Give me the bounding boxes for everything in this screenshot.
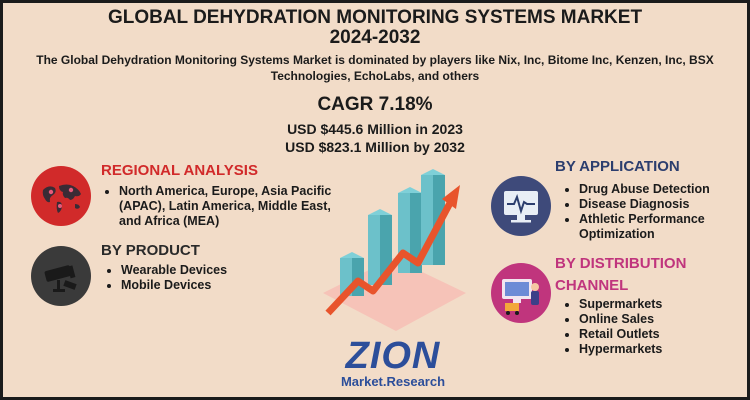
distribution-title-line-1: BY DISTRIBUTION — [555, 255, 687, 272]
logo-wordmark: ZION — [345, 335, 441, 377]
subtitle-line-2: Technologies, EchoLabs, and others — [270, 69, 480, 83]
subtitle-line-1: The Global Dehydration Monitoring System… — [36, 53, 714, 67]
list-item: Disease Diagnosis — [579, 197, 747, 212]
heart-monitor-icon — [491, 176, 551, 236]
cagr-value: CAGR 7.18% — [317, 94, 433, 115]
title-line-2: 2024-2032 — [329, 27, 421, 48]
list-item: Athletic Performance Optimization — [579, 212, 747, 242]
list-item: Drug Abuse Detection — [579, 182, 747, 197]
page-title: GLOBAL DEHYDRATION MONITORING SYSTEMS MA… — [3, 8, 747, 48]
by-distribution-channel-title: BY DISTRIBUTION CHANNEL — [555, 253, 686, 297]
growth-chart-illustration — [318, 163, 468, 333]
list-item: Online Sales — [579, 312, 747, 327]
list-item: Supermarkets — [579, 297, 747, 312]
by-product-title: BY PRODUCT — [101, 242, 200, 259]
by-application-title: BY APPLICATION — [555, 158, 680, 175]
distribution-title-line-2: CHANNEL — [555, 277, 629, 294]
product-list: Wearable Devices Mobile Devices — [105, 263, 321, 293]
distribution-list: Supermarkets Online Sales Retail Outlets… — [563, 297, 747, 357]
market-value-2023: USD $445.6 Million in 2023 — [287, 121, 463, 137]
shopping-icon — [491, 263, 551, 323]
list-item: Retail Outlets — [579, 327, 747, 342]
logo-tagline: Market.Research — [340, 374, 446, 389]
list-item: Wearable Devices — [121, 263, 321, 278]
market-value-2032: USD $823.1 Million by 2032 — [285, 139, 465, 155]
subtitle: The Global Dehydration Monitoring System… — [23, 52, 727, 84]
list-item: North America, Europe, Asia Pacific (APA… — [119, 184, 334, 229]
regional-analysis-title: REGIONAL ANALYSIS — [101, 162, 258, 179]
zion-logo: ZION Market.Research — [323, 336, 463, 396]
regional-list: North America, Europe, Asia Pacific (APA… — [103, 184, 334, 229]
application-list: Drug Abuse Detection Disease Diagnosis A… — [563, 182, 747, 242]
cctv-camera-icon — [31, 246, 91, 306]
list-item: Mobile Devices — [121, 278, 321, 293]
title-line-1: GLOBAL DEHYDRATION MONITORING SYSTEMS MA… — [107, 7, 643, 28]
world-map-icon — [31, 166, 91, 226]
list-item: Hypermarkets — [579, 342, 747, 357]
